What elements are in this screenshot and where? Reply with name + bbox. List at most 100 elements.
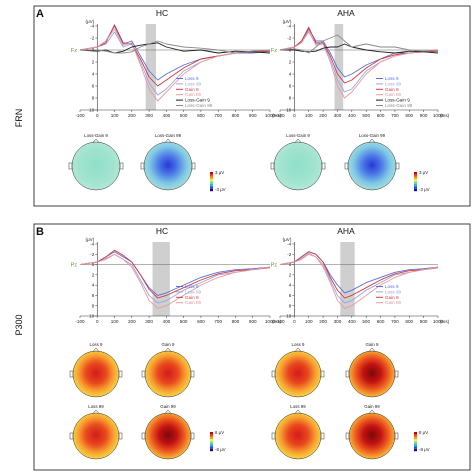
scale-band [210, 186, 213, 189]
scale-band [414, 432, 417, 435]
nose [368, 347, 376, 352]
scale-band [414, 446, 417, 449]
topo-map: Loss 99 [271, 404, 325, 460]
legend-label: Loss-Gain 9 [385, 98, 410, 103]
series-line [79, 28, 271, 102]
channel-label: Pz [271, 263, 278, 269]
y-tick-label: 6 [92, 84, 95, 89]
x-tick-label: 500 [362, 113, 370, 118]
legend-label: Gain 99 [385, 92, 402, 97]
ear-left [271, 432, 276, 440]
nose [294, 409, 302, 414]
y-tick-label: 6 [289, 293, 292, 298]
y-tick-label: 8 [92, 96, 95, 101]
x-tick-label: 400 [163, 319, 171, 324]
x-tick-label: -100 [275, 319, 285, 324]
x-unit-label: (ms) [440, 319, 450, 324]
x-tick-label: -100 [275, 113, 285, 118]
x-tick-label: 100 [111, 113, 119, 118]
legend-label: Loss-Gain 99 [385, 103, 413, 108]
series-line [80, 40, 271, 54]
legend-label: Gain 99 [385, 300, 402, 305]
scale-top-label: 3 μV [419, 170, 428, 175]
scalp [72, 412, 120, 460]
scale-top-label: 3 μV [215, 170, 224, 175]
x-tick-label: 200 [128, 319, 136, 324]
scale-bottom-label: -8 μV [215, 447, 226, 452]
row-label-p300: P300 [14, 314, 24, 335]
scale-band [414, 172, 417, 175]
legend-label: Loss 9 [385, 76, 399, 81]
y-tick-label: -4 [90, 24, 95, 29]
map-label: Loss 9 [292, 342, 305, 347]
x-tick-label: 0 [96, 319, 99, 324]
x-unit-label: (ms) [440, 113, 450, 118]
nose [92, 138, 100, 143]
scale-band [414, 174, 417, 177]
y-tick-label: 0 [289, 262, 292, 267]
nose [368, 138, 376, 143]
scalp [347, 141, 397, 191]
map-label: Gain 9 [162, 342, 175, 347]
x-tick-label: 900 [249, 113, 257, 118]
series-line [279, 253, 439, 309]
x-tick-label: 0 [96, 113, 99, 118]
legend-label: Gain 9 [385, 295, 399, 300]
x-tick-label: 500 [362, 319, 370, 324]
y-tick-label: 0 [92, 262, 95, 267]
y-tick-label: 2 [92, 60, 95, 65]
nose [294, 138, 302, 143]
x-tick-label: 600 [197, 113, 205, 118]
scale-band [210, 441, 213, 444]
ear-right [394, 370, 399, 378]
topo-map: Gain 9 [141, 342, 195, 398]
legend-label: Loss 9 [185, 76, 199, 81]
ear-right [119, 162, 124, 170]
x-tick-label: 900 [420, 113, 428, 118]
x-tick-label: 500 [180, 319, 188, 324]
topo-map: Loss-Gain 9 [270, 133, 326, 191]
series-line [279, 252, 439, 304]
nose [164, 347, 172, 352]
scale-band [414, 176, 417, 180]
y-tick-label: -4 [287, 24, 292, 29]
y-tick-label: 8 [289, 303, 292, 308]
map-label: Gain 9 [366, 342, 379, 347]
y-tick-label: -2 [90, 252, 95, 257]
ear-right [118, 370, 123, 378]
scalp [348, 350, 396, 398]
nose [164, 138, 172, 143]
color-scale: 8 μV -8 μV [210, 430, 226, 452]
analysis-window [334, 24, 344, 110]
x-tick-label: 400 [348, 113, 356, 118]
topo-map: Gain 99 [141, 404, 195, 460]
series-line [79, 253, 271, 309]
scale-band [210, 434, 213, 437]
scale-band [414, 188, 417, 192]
x-tick-label: 300 [334, 113, 342, 118]
y-tick-label: 2 [289, 272, 292, 277]
plot-title: HC [156, 226, 168, 236]
scale-band [414, 448, 417, 452]
y-tick-label: 10 [89, 314, 95, 319]
scalp [274, 350, 322, 398]
y-tick-label: 6 [289, 84, 292, 89]
ear-right [190, 370, 195, 378]
topo-map: Gain 9 [345, 342, 399, 398]
color-scale: 3 μV -3 μV [414, 170, 430, 192]
y-tick-label: -4 [287, 242, 292, 247]
topo-map: Loss 99 [69, 404, 123, 460]
series-line [279, 26, 439, 84]
legend-label: Loss 99 [385, 289, 402, 294]
scale-top-label: 8 μV [419, 430, 428, 435]
legend-label: Loss 9 [185, 284, 199, 289]
scalp [143, 141, 193, 191]
nose [368, 409, 376, 414]
map-label: Loss-Gain 9 [286, 133, 310, 138]
y-unit-label: (μV) [283, 19, 292, 24]
series-line [79, 42, 271, 54]
channel-label: Fz [271, 48, 277, 54]
y-unit-label: (μV) [85, 237, 94, 242]
